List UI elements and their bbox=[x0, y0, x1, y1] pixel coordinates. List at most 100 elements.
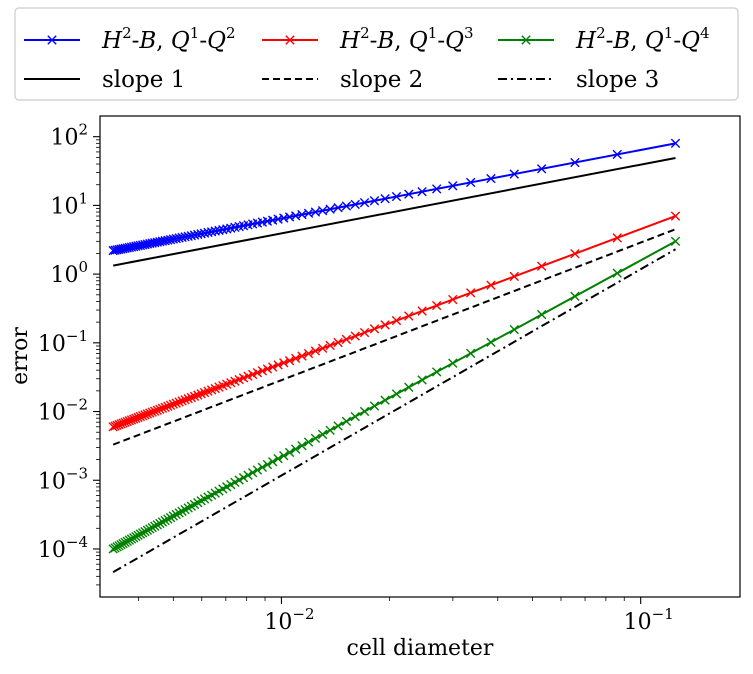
point-marker-stroke bbox=[262, 459, 273, 470]
tick-exponent: −4 bbox=[66, 533, 88, 551]
point-marker-stroke bbox=[350, 331, 360, 341]
legend-label: slope 2 bbox=[340, 67, 423, 93]
data-point bbox=[262, 364, 273, 374]
point-marker-stroke bbox=[150, 406, 160, 416]
legend-label: slope 3 bbox=[576, 67, 659, 93]
point-marker-stroke bbox=[417, 306, 427, 316]
point-marker-stroke bbox=[333, 202, 343, 213]
legend-label-part: H bbox=[101, 28, 123, 54]
point-marker-stroke bbox=[284, 212, 295, 222]
data-point bbox=[310, 207, 321, 217]
point-marker-stroke bbox=[199, 228, 210, 238]
series-h2-b-q1-q3 bbox=[108, 211, 681, 432]
data-point bbox=[369, 324, 380, 334]
legend-label-part: - bbox=[673, 28, 681, 54]
point-marker-stroke bbox=[486, 280, 496, 290]
tick-exponent: −1 bbox=[66, 327, 88, 345]
data-point bbox=[174, 397, 184, 407]
data-point bbox=[317, 429, 328, 440]
data-point bbox=[570, 157, 580, 168]
point-marker-stroke bbox=[147, 522, 157, 533]
tick-base: 10 bbox=[38, 401, 66, 426]
legend-label-part: Q bbox=[207, 28, 226, 54]
legend-label-part: 1 bbox=[428, 24, 438, 42]
point-marker-stroke bbox=[570, 291, 580, 302]
data-point bbox=[257, 366, 268, 376]
point-marker-stroke bbox=[193, 229, 203, 240]
y-tick-label: 100 bbox=[50, 258, 88, 288]
legend-label-part: , bbox=[630, 28, 645, 54]
point-marker-stroke bbox=[152, 405, 162, 415]
data-point bbox=[317, 343, 328, 353]
data-point bbox=[341, 201, 352, 211]
data-point bbox=[333, 337, 343, 348]
tick-exponent: −2 bbox=[292, 605, 314, 623]
data-point bbox=[536, 164, 547, 174]
data-point bbox=[431, 367, 442, 377]
point-marker-stroke bbox=[196, 229, 206, 239]
point-marker-stroke bbox=[350, 199, 360, 210]
data-point bbox=[152, 520, 162, 530]
data-point bbox=[391, 191, 402, 202]
point-marker-stroke bbox=[536, 261, 547, 271]
data-point bbox=[150, 521, 160, 531]
point-marker-stroke bbox=[140, 526, 150, 537]
series-slope-1 bbox=[112, 156, 676, 267]
point-marker-stroke bbox=[612, 149, 622, 160]
point-marker-stroke bbox=[391, 191, 402, 202]
point-marker-stroke bbox=[279, 450, 289, 461]
point-marker-stroke bbox=[214, 225, 224, 236]
point-marker-stroke bbox=[128, 533, 139, 543]
data-point bbox=[252, 465, 263, 475]
data-point bbox=[273, 454, 283, 464]
data-point bbox=[279, 450, 289, 461]
data-point bbox=[152, 405, 162, 415]
data-point bbox=[131, 531, 141, 542]
point-marker-stroke bbox=[391, 389, 402, 399]
data-point bbox=[145, 524, 155, 534]
point-marker-stroke bbox=[171, 233, 181, 244]
point-marker-stroke bbox=[310, 433, 321, 444]
point-marker-stroke bbox=[466, 348, 476, 359]
legend-label-part: Q bbox=[171, 28, 190, 54]
data-point bbox=[180, 395, 190, 405]
data-point bbox=[325, 204, 335, 214]
point-marker-stroke bbox=[186, 392, 197, 403]
point-marker-stroke bbox=[203, 227, 213, 238]
data-point bbox=[448, 294, 458, 305]
data-point bbox=[284, 447, 295, 458]
point-marker-stroke bbox=[509, 271, 519, 282]
point-marker-stroke bbox=[238, 472, 249, 483]
data-point bbox=[267, 362, 278, 372]
data-point bbox=[247, 467, 258, 478]
point-marker-stroke bbox=[303, 348, 314, 359]
data-point bbox=[284, 355, 295, 366]
point-marker-stroke bbox=[180, 395, 190, 405]
point-marker-stroke bbox=[157, 403, 168, 414]
point-marker-stroke bbox=[391, 315, 402, 326]
data-point bbox=[163, 401, 173, 411]
point-marker-stroke bbox=[297, 351, 307, 361]
point-marker-stroke bbox=[279, 213, 289, 223]
point-marker-stroke bbox=[165, 400, 176, 410]
point-marker-stroke bbox=[359, 327, 370, 338]
data-point bbox=[325, 425, 335, 435]
tick-exponent: −3 bbox=[66, 464, 88, 482]
point-marker-stroke bbox=[359, 406, 370, 417]
data-point bbox=[431, 300, 442, 311]
point-marker-stroke bbox=[670, 211, 681, 221]
tick-base: 10 bbox=[624, 610, 652, 635]
point-marker-stroke bbox=[369, 196, 380, 206]
point-marker-stroke bbox=[570, 249, 580, 259]
legend-label-part: B bbox=[612, 28, 630, 54]
legend-label-part: 4 bbox=[700, 24, 710, 42]
data-point bbox=[380, 395, 390, 405]
point-marker-stroke bbox=[404, 189, 414, 199]
data-point bbox=[570, 291, 580, 302]
point-marker-stroke bbox=[273, 454, 283, 464]
data-point bbox=[486, 173, 496, 184]
legend-label-part: 3 bbox=[464, 24, 474, 42]
data-point bbox=[273, 360, 283, 370]
point-marker-stroke bbox=[177, 232, 187, 243]
